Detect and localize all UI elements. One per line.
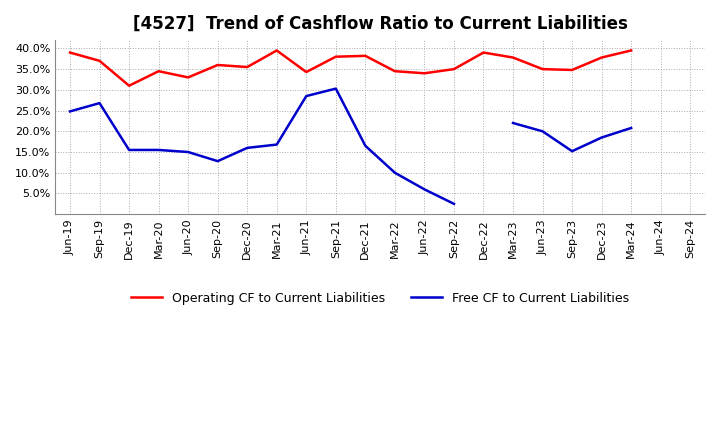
Free CF to Current Liabilities (331, 86, 340, 91)
Operating CF to Current Liabilities (449, 66, 458, 72)
Title: [4527]  Trend of Cashflow Ratio to Current Liabilities: [4527] Trend of Cashflow Ratio to Curren… (132, 15, 628, 33)
Operating CF to Current Liabilities (390, 69, 399, 74)
Operating CF to Current Liabilities (568, 67, 577, 73)
Operating CF to Current Liabilities (331, 54, 340, 59)
Operating CF to Current Liabilities (598, 55, 606, 60)
Line: Free CF to Current Liabilities: Free CF to Current Liabilities (70, 88, 454, 204)
Operating CF to Current Liabilities (420, 71, 428, 76)
Free CF to Current Liabilities (361, 143, 369, 148)
Operating CF to Current Liabilities (66, 50, 74, 55)
Free CF to Current Liabilities (243, 145, 251, 150)
Operating CF to Current Liabilities (125, 83, 133, 88)
Operating CF to Current Liabilities (154, 69, 163, 74)
Operating CF to Current Liabilities (95, 58, 104, 63)
Free CF to Current Liabilities (184, 150, 192, 155)
Free CF to Current Liabilities (154, 147, 163, 153)
Free CF to Current Liabilities (390, 170, 399, 176)
Operating CF to Current Liabilities (509, 55, 518, 60)
Operating CF to Current Liabilities (213, 62, 222, 68)
Free CF to Current Liabilities (95, 100, 104, 106)
Free CF to Current Liabilities (420, 187, 428, 192)
Operating CF to Current Liabilities (184, 75, 192, 80)
Operating CF to Current Liabilities (302, 70, 310, 75)
Operating CF to Current Liabilities (272, 48, 281, 53)
Free CF to Current Liabilities (125, 147, 133, 153)
Free CF to Current Liabilities (449, 201, 458, 206)
Operating CF to Current Liabilities (243, 64, 251, 70)
Operating CF to Current Liabilities (539, 66, 547, 72)
Operating CF to Current Liabilities (361, 53, 369, 59)
Legend: Operating CF to Current Liabilities, Free CF to Current Liabilities: Operating CF to Current Liabilities, Fre… (126, 286, 634, 310)
Free CF to Current Liabilities (66, 109, 74, 114)
Line: Operating CF to Current Liabilities: Operating CF to Current Liabilities (70, 51, 631, 86)
Operating CF to Current Liabilities (627, 48, 636, 53)
Free CF to Current Liabilities (302, 93, 310, 99)
Free CF to Current Liabilities (213, 158, 222, 164)
Free CF to Current Liabilities (272, 142, 281, 147)
Operating CF to Current Liabilities (480, 50, 488, 55)
